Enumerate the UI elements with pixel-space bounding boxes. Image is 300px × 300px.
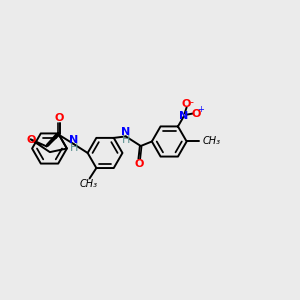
Text: N: N: [69, 135, 79, 146]
Text: O: O: [55, 113, 64, 123]
Text: N: N: [121, 127, 130, 137]
Text: H: H: [122, 135, 130, 145]
Text: H: H: [70, 143, 78, 153]
Text: CH₃: CH₃: [202, 136, 220, 146]
Text: O: O: [192, 109, 201, 118]
Text: O: O: [27, 135, 36, 145]
Text: CH₃: CH₃: [80, 178, 98, 188]
Text: O: O: [135, 159, 144, 169]
Text: -: -: [189, 97, 193, 107]
Text: +: +: [198, 106, 205, 115]
Text: N: N: [179, 111, 188, 121]
Text: O: O: [182, 99, 191, 109]
